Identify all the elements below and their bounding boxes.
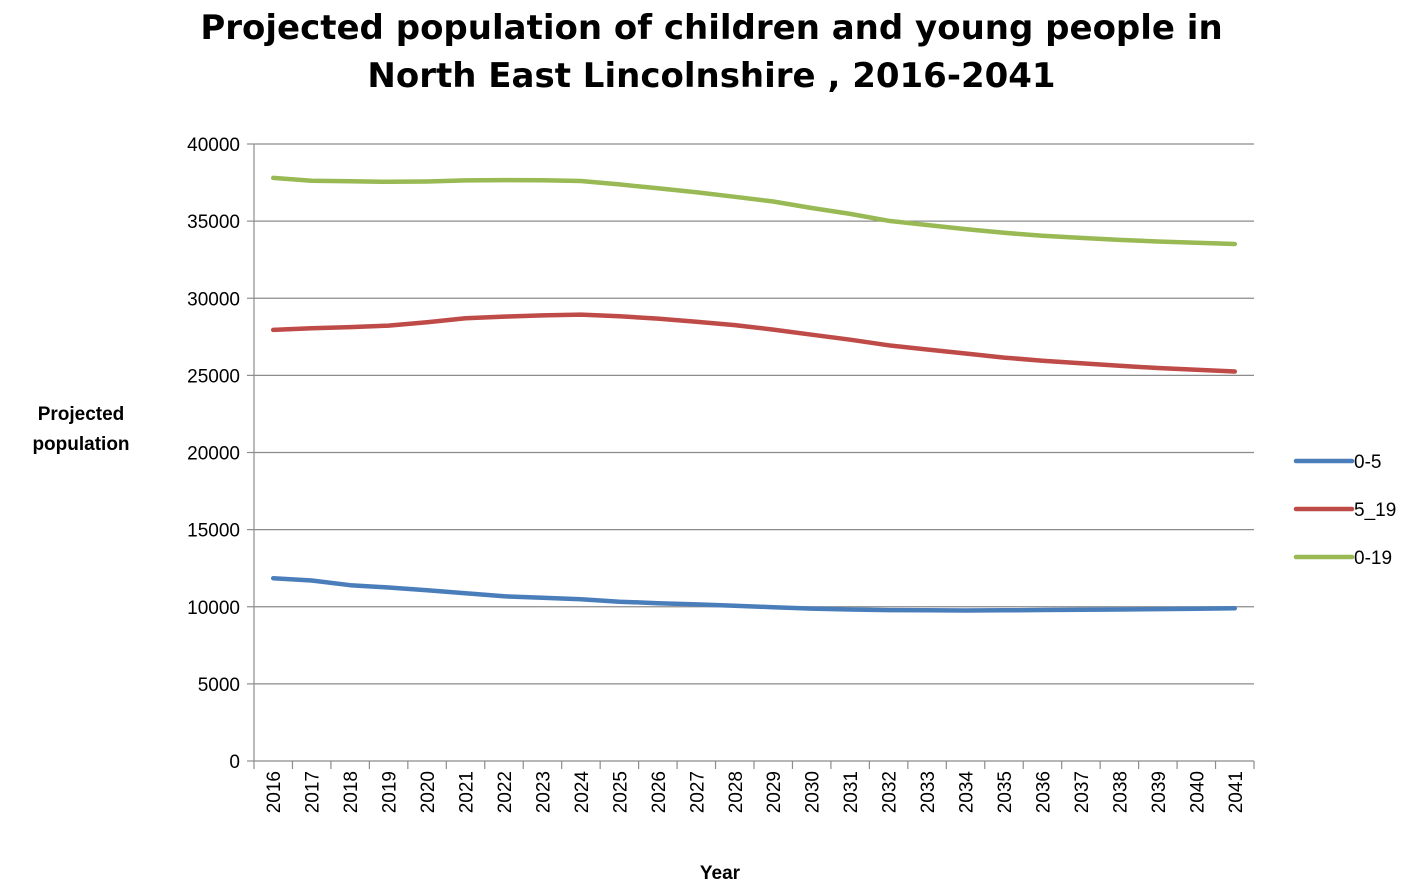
y-axis-ticks: 0 5000 10000 15000 20000 25000 30000 35000 40000	[187, 135, 254, 773]
x-tick-label: 2032	[880, 771, 901, 813]
x-axis-label: Year	[699, 863, 741, 884]
x-tick-label: 2031	[841, 771, 862, 813]
x-tick-label: 2025	[610, 771, 631, 813]
x-tick-label: 2024	[572, 771, 593, 814]
x-tick-label: 2033	[918, 771, 939, 813]
chart-title-line-1: Projected population of children and you…	[200, 8, 1223, 48]
y-tick-label: 40000	[187, 135, 240, 156]
series-line-0-5	[270, 575, 1238, 613]
x-tick-label: 2029	[764, 771, 785, 813]
chart-title: Projected population of children and you…	[0, 4, 1423, 100]
y-tick-label: 30000	[187, 289, 240, 310]
y-tick-label: 10000	[187, 598, 240, 619]
y-tick-label: 20000	[187, 444, 240, 465]
x-tick-label: 2035	[995, 771, 1016, 813]
x-tick-label: 2041	[1226, 771, 1247, 813]
x-tick-label: 2023	[533, 771, 554, 813]
x-tick-label: 2026	[649, 771, 670, 813]
y-tick-label: 0	[229, 752, 240, 773]
x-tick-label: 2037	[1072, 771, 1093, 813]
y-tick-label: 15000	[187, 521, 240, 542]
y-axis-label-line-2: population	[32, 434, 130, 455]
x-tick-label: 2036	[1033, 771, 1054, 813]
series-lines	[270, 175, 1238, 613]
x-tick-label: 2019	[380, 771, 401, 813]
x-tick-label: 2028	[726, 771, 747, 813]
y-tick-label: 5000	[198, 675, 240, 696]
legend-label: 5_19	[1354, 500, 1396, 521]
x-tick-label: 2027	[687, 771, 708, 813]
x-tick-label: 2022	[495, 771, 516, 813]
series-line-5-19	[270, 312, 1238, 374]
y-axis-label: Projected population	[6, 400, 156, 460]
series-line-0-19	[270, 175, 1238, 247]
y-tick-label: 25000	[187, 366, 240, 387]
x-tick-label: 2038	[1110, 771, 1131, 813]
legend-label: 0-19	[1354, 548, 1392, 569]
x-tick-label: 2017	[303, 771, 324, 813]
legend-label: 0-5	[1354, 452, 1381, 473]
x-tick-label: 2030	[803, 771, 824, 813]
x-tick-label: 2016	[264, 771, 285, 813]
x-axis-ticks: 2016 2017 2018 2019 2020 2021 2022 2023 2024 2025…	[253, 761, 1255, 814]
legend: 0-5 5_19 0-19	[1293, 452, 1396, 569]
x-tick-label: 2040	[1187, 771, 1208, 813]
x-tick-label: 2021	[457, 771, 478, 813]
y-axis-label-line-1: Projected	[37, 404, 125, 425]
x-tick-label: 2018	[341, 771, 362, 813]
x-tick-label: 2034	[957, 771, 978, 814]
x-tick-label: 2039	[1149, 771, 1170, 813]
y-tick-label: 35000	[187, 212, 240, 233]
gridlines	[254, 143, 1254, 685]
x-tick-label: 2020	[418, 771, 439, 813]
chart-title-line-2: North East Lincolnshire , 2016-2041	[367, 56, 1056, 96]
